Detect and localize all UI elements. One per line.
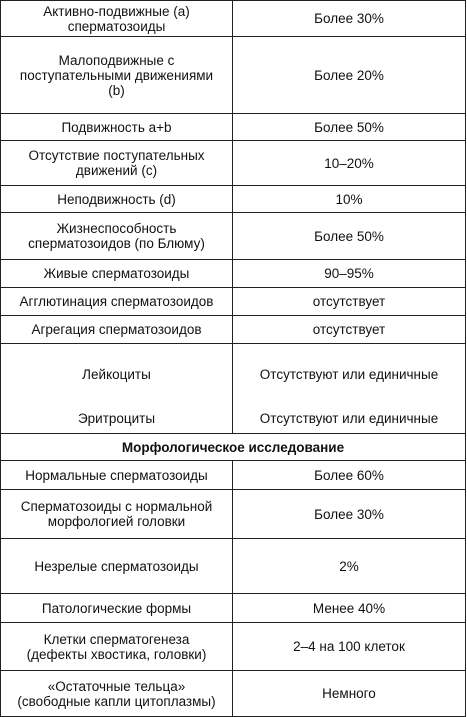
parameter-cell: Незрелые сперматозоиды — [0, 538, 233, 594]
table-row: Патологические формы Менее 40% — [0, 593, 466, 623]
section-header: Морфологическое исследование — [0, 433, 466, 461]
value-cell: отсутствует — [232, 315, 466, 344]
value-cell: Более 50% — [232, 113, 466, 141]
value-cell: Более 50% — [232, 212, 466, 260]
parameter-cell: Агглютинация сперматозоидов — [0, 287, 233, 316]
table-row: Неподвижность (d) 10% — [0, 185, 466, 213]
table-row: Нормальные сперматозоиды Более 60% — [0, 460, 466, 490]
value-cell: 90–95% — [232, 259, 466, 288]
value-cell: отсутствует — [232, 287, 466, 316]
parameter-cell: Активно-подвижные (а) сперматозоиды — [0, 0, 233, 37]
parameter-cell: Патологические формы — [0, 593, 233, 623]
table-row: Агрегация сперматозоидов отсутствует — [0, 315, 466, 344]
parameter-cell: Малоподвижные с поступательными движения… — [0, 36, 233, 114]
parameter-cell: Подвижность a+b — [0, 113, 233, 141]
parameter-cell: Сперматозоиды с нормальной морфологией г… — [0, 489, 233, 539]
value-cell: 2–4 на 100 клеток — [232, 622, 466, 671]
table-row: «Остаточные тельца» (свободные капли цит… — [0, 670, 466, 717]
parameter-cell: Жизнеспособность сперматозоидов (по Блюм… — [0, 212, 233, 260]
parameter-cell: Эритроциты — [0, 404, 233, 434]
table-row: Агглютинация сперматозоидов отсутствует — [0, 287, 466, 316]
value-cell: 10% — [232, 185, 466, 213]
parameter-cell: Лейкоциты — [0, 343, 233, 405]
table-row: Клетки сперматогенеза (дефекты хвостика,… — [0, 622, 466, 671]
value-cell: Более 30% — [232, 0, 466, 37]
value-cell: 2% — [232, 538, 466, 594]
value-cell: Немного — [232, 670, 466, 717]
value-cell: 10–20% — [232, 140, 466, 186]
parameter-cell: Отсутствие поступательных движений (с) — [0, 140, 233, 186]
value-cell: Отсутствуют или единичные — [232, 343, 466, 405]
table-row: Морфологическое исследование — [0, 433, 466, 461]
table-row: Подвижность a+b Более 50% — [0, 113, 466, 141]
table-row: Эритроциты Отсутствуют или единичные — [0, 404, 466, 434]
parameter-cell: Агрегация сперматозоидов — [0, 315, 233, 344]
value-cell: Отсутствуют или единичные — [232, 404, 466, 434]
table-row: Малоподвижные с поступательными движения… — [0, 36, 466, 114]
value-cell: Менее 40% — [232, 593, 466, 623]
table-row: Незрелые сперматозоиды 2% — [0, 538, 466, 594]
table-row: Жизнеспособность сперматозоидов (по Блюм… — [0, 212, 466, 260]
table-row: Активно-подвижные (а) сперматозоиды Более… — [0, 0, 466, 37]
parameter-cell: «Остаточные тельца» (свободные капли цит… — [0, 670, 233, 717]
value-cell: Более 30% — [232, 489, 466, 539]
parameter-cell: Неподвижность (d) — [0, 185, 233, 213]
value-cell: Более 20% — [232, 36, 466, 114]
table-row: Отсутствие поступательных движений (с) 10… — [0, 140, 466, 186]
parameter-cell: Клетки сперматогенеза (дефекты хвостика,… — [0, 622, 233, 671]
table-row: Лейкоциты Отсутствуют или единичные — [0, 343, 466, 405]
parameter-cell: Нормальные сперматозоиды — [0, 460, 233, 490]
table-row: Сперматозоиды с нормальной морфологией г… — [0, 489, 466, 539]
table-row: Живые сперматозоиды 90–95% — [0, 259, 466, 288]
parameter-cell: Живые сперматозоиды — [0, 259, 233, 288]
value-cell: Более 60% — [232, 460, 466, 490]
